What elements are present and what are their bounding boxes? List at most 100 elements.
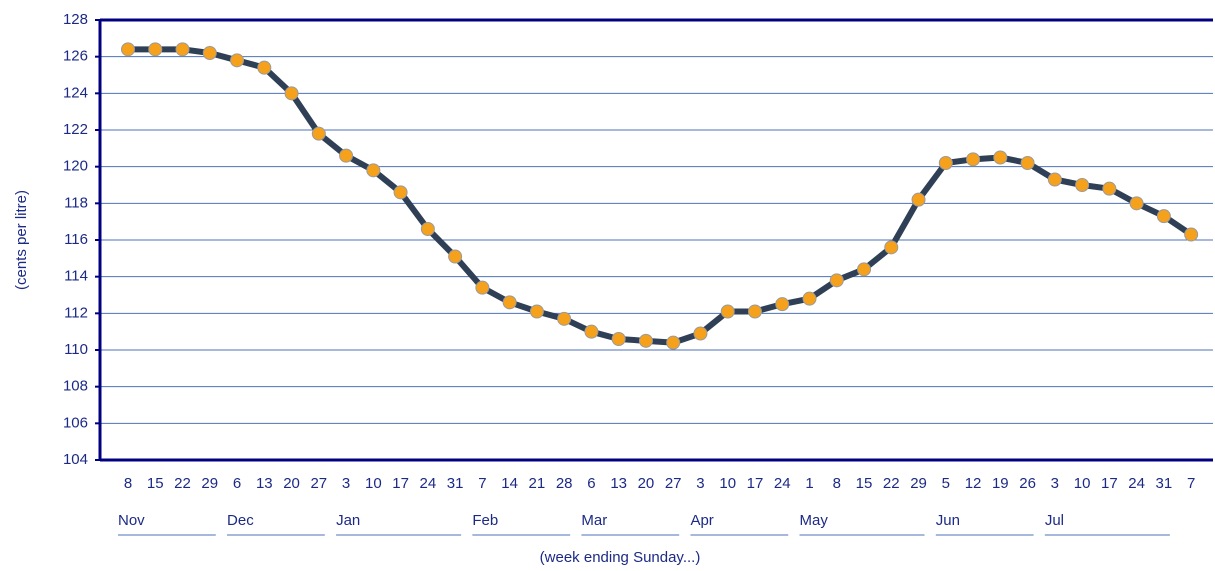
y-tick-label: 112: [64, 304, 88, 321]
data-point: [284, 86, 299, 101]
x-tick-label: 29: [910, 475, 927, 492]
x-tick-label: 19: [992, 475, 1009, 492]
month-label: Mar: [581, 512, 607, 529]
x-tick-label: 13: [610, 475, 627, 492]
data-point: [1020, 156, 1035, 170]
data-point: [339, 148, 354, 163]
x-axis-label: (week ending Sunday...): [540, 549, 701, 566]
x-tick-label: 21: [529, 475, 546, 492]
x-tick-label: 20: [283, 475, 300, 492]
y-tick-label: 120: [63, 158, 88, 175]
x-tick-label: 17: [747, 475, 764, 492]
y-tick-label: 126: [63, 48, 88, 65]
data-point: [1184, 227, 1199, 242]
x-tick-label: 24: [1128, 475, 1145, 492]
data-point: [366, 163, 381, 178]
data-point: [775, 297, 790, 312]
month-label: Jun: [936, 512, 960, 529]
x-tick-label: 17: [1101, 475, 1118, 492]
data-point: [202, 46, 217, 60]
x-tick-label: 15: [147, 475, 164, 492]
data-point: [420, 222, 435, 236]
data-point: [993, 150, 1008, 165]
x-tick-label: 6: [233, 475, 241, 492]
x-tick-label: 24: [774, 475, 791, 492]
data-point: [1102, 181, 1117, 196]
data-point: [529, 304, 544, 319]
month-label: May: [800, 512, 829, 529]
data-point: [611, 332, 626, 346]
data-point: [502, 295, 517, 310]
x-tick-label: 6: [587, 475, 595, 492]
x-tick-label: 29: [201, 475, 218, 492]
data-point: [557, 311, 572, 326]
data-line: [128, 46, 1193, 346]
data-point: [666, 335, 681, 350]
y-tick-label: 122: [63, 121, 88, 138]
y-tick-label: 118: [64, 194, 88, 211]
data-point: [693, 326, 708, 341]
x-tick-label: 3: [1051, 475, 1059, 492]
x-tick-label: 13: [256, 475, 273, 492]
x-tick-label: 31: [447, 475, 464, 492]
data-point: [802, 291, 817, 306]
x-tick-label: 5: [942, 475, 950, 492]
data-point: [121, 42, 135, 57]
month-label: Jul: [1045, 512, 1064, 529]
month-label: Feb: [472, 512, 498, 529]
x-tick-label: 14: [501, 475, 518, 492]
data-point: [938, 156, 953, 170]
x-tick-label: 12: [965, 475, 982, 492]
data-point: [1075, 178, 1090, 192]
x-tick-label: 20: [638, 475, 655, 492]
x-tick-label: 28: [556, 475, 573, 492]
data-point: [148, 42, 163, 57]
data-point: [884, 240, 899, 255]
y-tick-label: 110: [64, 341, 88, 358]
data-point: [1129, 196, 1144, 211]
x-tick-label: 10: [365, 475, 382, 492]
data-point: [230, 53, 245, 68]
x-tick-label: 22: [883, 475, 900, 492]
x-tick-label: 27: [665, 475, 682, 492]
x-tick-label: 10: [1074, 475, 1091, 492]
x-tick-label: 10: [719, 475, 736, 492]
y-tick-label: 128: [63, 11, 88, 28]
data-point: [1156, 209, 1171, 224]
data-point: [475, 280, 490, 295]
data-point: [393, 185, 408, 200]
x-tick-label: 8: [124, 475, 132, 492]
data-point: [857, 262, 872, 277]
y-tick-label: 106: [63, 414, 88, 431]
x-tick-label: 7: [478, 475, 486, 492]
y-tick-label: 124: [63, 84, 88, 101]
y-tick-label: 114: [64, 268, 88, 285]
y-tick-label: 108: [63, 378, 88, 395]
data-point: [829, 273, 844, 288]
x-tick-label: 3: [696, 475, 704, 492]
month-label: Apr: [690, 512, 713, 529]
x-tick-label: 17: [392, 475, 409, 492]
data-point: [1047, 172, 1062, 187]
month-label: Nov: [118, 512, 145, 529]
y-axis-label: (cents per litre): [13, 190, 30, 290]
x-tick-label: 27: [310, 475, 327, 492]
month-label: Dec: [227, 512, 254, 529]
x-tick-label: 3: [342, 475, 350, 492]
data-point: [720, 304, 735, 319]
x-tick-label: 1: [805, 475, 813, 492]
x-tick-label: 31: [1156, 475, 1173, 492]
x-tick-label: 8: [833, 475, 841, 492]
y-tick-label: 104: [63, 451, 88, 468]
month-label: Jan: [336, 512, 360, 529]
data-point: [911, 192, 926, 207]
data-point: [584, 324, 599, 339]
data-point: [448, 249, 463, 264]
x-tick-label: 26: [1019, 475, 1036, 492]
y-tick-label: 116: [64, 231, 88, 248]
x-tick-label: 24: [420, 475, 437, 492]
data-point: [966, 152, 981, 167]
x-tick-label: 15: [856, 475, 873, 492]
x-tick-label: 22: [174, 475, 191, 492]
